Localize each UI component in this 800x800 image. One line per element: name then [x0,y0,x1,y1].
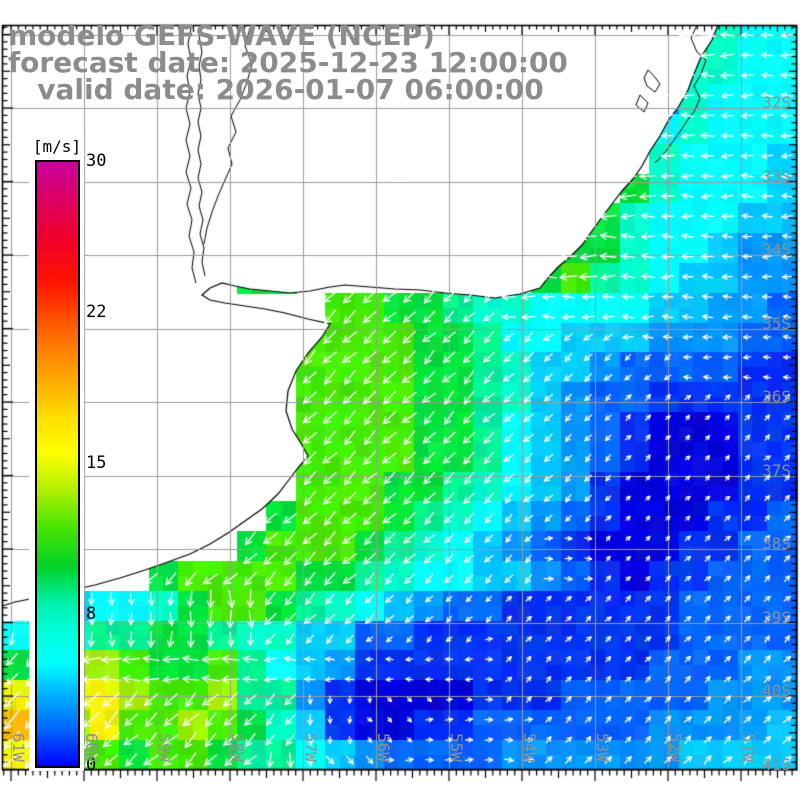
lon-axis-label: 59W [155,733,174,762]
colorbar-gradient [35,160,80,768]
colorbar-tick-label: 0 [86,755,97,775]
lon-axis-label: 51W [739,733,758,762]
colorbar-tick-label: 8 [86,604,97,624]
lat-axis-label: 41S [762,754,791,774]
lat-axis-label: 38S [762,534,791,553]
lat-axis-label: 34S [762,240,791,259]
valid-date-label: valid date: 2026-01-07 06:00:00 [8,73,544,106]
lon-axis-label: 52W [666,733,685,762]
lon-axis-label: 61W [9,733,28,762]
lon-axis-label: 58W [228,733,247,762]
lon-axis-label: 57W [301,733,320,762]
colorbar-tick-label: 30 [86,151,107,171]
lon-axis-label: 54W [520,733,539,762]
lat-axis-label: 39S [762,607,791,627]
lon-axis-label: 55W [447,733,466,762]
colorbar-tick-label: 15 [86,453,107,473]
forecast-date-label: forecast date: 2025-12-23 12:00:00 [8,46,568,79]
lon-axis-label: 53W [593,733,612,762]
model-title: modelo GEFS-WAVE (NCEP) [8,19,435,52]
lon-axis-label: 56W [374,733,393,762]
lat-axis-label: 37S [762,460,791,480]
lon-axis-label: 60W [82,733,101,762]
colorbar-tick-label: 22 [86,302,107,322]
lat-axis-label: 40S [762,681,791,700]
lat-axis-label: 36S [762,387,791,406]
lat-axis-label: 32S [762,93,791,112]
colorbar-unit-label: [m/s] [32,137,82,156]
lat-axis-label: 33S [762,166,791,186]
lat-axis-label: 35S [762,313,791,333]
